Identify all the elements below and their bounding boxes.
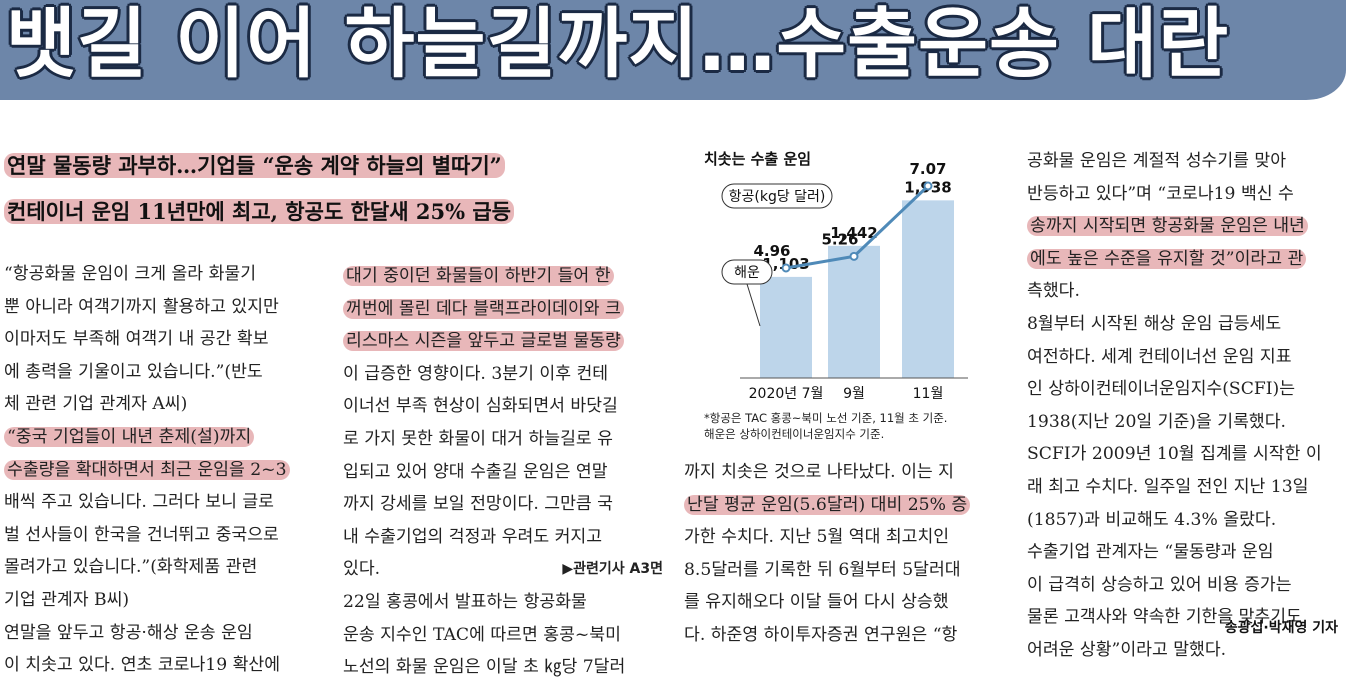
text-line: SCFI가 2009년 10월 집계를 시작한 이: [1027, 444, 1322, 465]
text-line: 노선의 화물 운임은 이달 초 ㎏당 7달러: [343, 657, 626, 678]
byline: 송광섭·박재영 기자: [1224, 620, 1338, 636]
article-column-2: 대기 중이던 화물들이 하반기 들어 한 꺼번에 몰린 데다 블랙프라이데이와 …: [343, 260, 663, 684]
line-value-label: 4.96: [753, 242, 790, 260]
text-line: 송까지 시작되면 항공화물 운임은 내년: [1027, 210, 1345, 243]
text-line: 체 관련 기업 관계자 A씨): [4, 394, 188, 415]
line-series-name: 항공(kg당 달러): [729, 189, 826, 205]
text-line: 배씩 주고 있습니다. 그러다 보니 글로: [4, 492, 274, 513]
text-line: 이 치솟고 있다. 연초 코로나19 확산에: [4, 655, 281, 676]
text-line: 다. 하준영 하이투자증권 연구원은 “항: [684, 624, 958, 645]
article-column-1: “항공화물 운임이 크게 올라 화물기 뿐 아니라 여객기까지 활용하고 있지만…: [4, 258, 326, 682]
text-line: 입되고 있어 양대 수출길 운임은 연말: [343, 461, 608, 482]
text-line: 어려운 상황”이라고 말했다.: [1027, 639, 1227, 660]
text-line: 수출량을 확대하면서 최근 운임을 2~3: [4, 454, 326, 487]
text-line: 1938(지난 20일 기준)을 기록했다.: [1027, 411, 1287, 432]
subheadline-1: 연말 물동량 과부하…기업들 “운송 계약 하늘의 별따기”: [4, 150, 505, 180]
line-point: [781, 263, 791, 273]
text-line: 수출기업 관계자는 “물동량과 운임: [1027, 542, 1274, 563]
text-line: 연말을 앞두고 항공·해상 운송 운임: [4, 622, 253, 643]
text-line: (1857)과 비교해도 4.3% 올랐다.: [1027, 509, 1277, 530]
text-line: 가한 수치다. 지난 5월 역대 최고치인: [684, 527, 950, 548]
text-line: 8월부터 시작된 해상 운임 급등세도: [1027, 313, 1282, 334]
text-line: 운송 지수인 TAC에 따르면 홍콩~북미: [343, 624, 621, 645]
text-line: 에도 높은 수준을 유지할 것”이라고 관: [1027, 243, 1345, 276]
text-line: 여전하다. 세계 컨테이너선 운임 지표: [1027, 346, 1292, 367]
text-line: 이 급증한 영향이다. 3분기 이후 컨테: [343, 363, 609, 384]
text-line: 몰려가고 있습니다.”(화학제품 관련: [4, 557, 258, 578]
related-article-link[interactable]: ▶관련기사 A3면: [562, 561, 663, 578]
chart-title: 치솟는 수출 운임: [704, 150, 812, 168]
text-line: “항공화물 운임이 크게 올라 화물기: [4, 264, 257, 284]
text-line: 래 최고 수치다. 일주일 전인 지난 13일: [1027, 476, 1309, 497]
bar-callout-pointer: [746, 283, 761, 327]
bar: [760, 276, 812, 378]
headline: 뱃길 이어 하늘길까지…수출운송 대란: [6, 0, 1230, 88]
line-point: [849, 251, 859, 261]
text-line: 까지 강세를 보일 전망이다. 그만큼 국: [343, 494, 613, 515]
text-line: 리스마스 시즌을 앞두고 글로벌 물동량: [343, 325, 663, 358]
text-line: 로 가지 못한 화물이 대거 하늘길로 유: [343, 428, 613, 449]
chart-note: *항공은 TAC 홍콩~북미 노선 기준, 11월 초 기준. 해운은 상하이컨…: [704, 410, 1004, 442]
text-line: 공화물 운임은 계절적 성수기를 맞아: [1027, 151, 1287, 171]
text-line: 벌 선사들이 한국을 건너뛰고 중국으로: [4, 524, 279, 545]
text-line: 꺼번에 몰린 데다 블랙프라이데이와 크: [343, 293, 663, 326]
text-line: 이너선 부족 현상이 심화되면서 바닷길: [343, 396, 618, 417]
text-line: 반등하고 있다”며 “코로나19 백신 수: [1027, 183, 1294, 204]
line-value-label: 7.07: [909, 160, 946, 178]
headline-banner: [0, 0, 1346, 100]
text-line: 기업 관계자 B씨): [4, 589, 130, 610]
text-line: 측했다.: [1027, 281, 1080, 302]
chart-note-line: 해운은 상하이컨테이너운임지수 기준.: [704, 427, 885, 441]
text-line: 에 총력을 기울이고 있습니다.”(반도: [4, 361, 263, 382]
text-line: 를 유지해오다 이달 들어 다시 상승했: [684, 592, 949, 613]
text-line: 22일 홍콩에서 발표하는 항공화물: [343, 591, 587, 612]
bar: [828, 245, 880, 378]
text-line: 물론 고객사와 약속한 기한을 맞추기도: [1027, 607, 1302, 628]
chart-plot: 1,1031,4421,9382020년 7월9월11월4.965.267.07…: [721, 160, 968, 402]
text-line: 뿐 아니라 여객기까지 활용하고 있지만: [4, 296, 279, 317]
text-line: 8.5달러를 기록한 뒤 6월부터 5달러대: [684, 559, 961, 580]
x-tick-label: 11월: [913, 386, 944, 402]
export-freight-chart: 치솟는 수출 운임 1,1031,4421,9382020년 7월9월11월4.…: [700, 140, 1000, 452]
text-line: 있다. ▶관련기사 A3면: [343, 553, 663, 586]
line-point: [923, 181, 933, 191]
bar: [902, 200, 954, 378]
article-column-3: 까지 치솟은 것으로 나타났다. 이는 지 난달 평균 운임(5.6달러) 대비…: [684, 456, 1006, 652]
text-line: 까지 치솟은 것으로 나타났다. 이는 지: [684, 462, 954, 482]
text-line: 난달 평균 운임(5.6달러) 대비 25% 증: [684, 489, 1006, 522]
line-series-callout: [721, 183, 833, 209]
bar-series-name: 해운: [734, 265, 760, 281]
bar-value-label: 1,442: [830, 224, 877, 242]
chart-note-line: *항공은 TAC 홍콩~북미 노선 기준, 11월 초 기준.: [704, 411, 948, 425]
subheadline-2: 컨테이너 운임 11년만에 최고, 항공도 한달새 25% 급등: [4, 196, 514, 226]
text-line: 이마저도 부족해 여객기 내 공간 확보: [4, 329, 269, 350]
x-tick-label: 9월: [843, 386, 865, 402]
line-value-label: 5.26: [821, 230, 858, 248]
text-line: 대기 중이던 화물들이 하반기 들어 한: [343, 260, 663, 293]
text-line: 이 급격히 상승하고 있어 비용 증가는: [1027, 574, 1292, 595]
text-line: 인 상하이컨테이너운임지수(SCFI)는: [1027, 379, 1296, 400]
article-column-4: 공화물 운임은 계절적 성수기를 맞아 반등하고 있다”며 “코로나19 백신 …: [1027, 145, 1345, 667]
x-tick-label: 2020년 7월: [749, 386, 824, 402]
text-line: 내 수출기업의 걱정과 우려도 커지고: [343, 526, 603, 547]
text-line: “중국 기업들이 내년 춘제(설)까지: [4, 421, 326, 454]
